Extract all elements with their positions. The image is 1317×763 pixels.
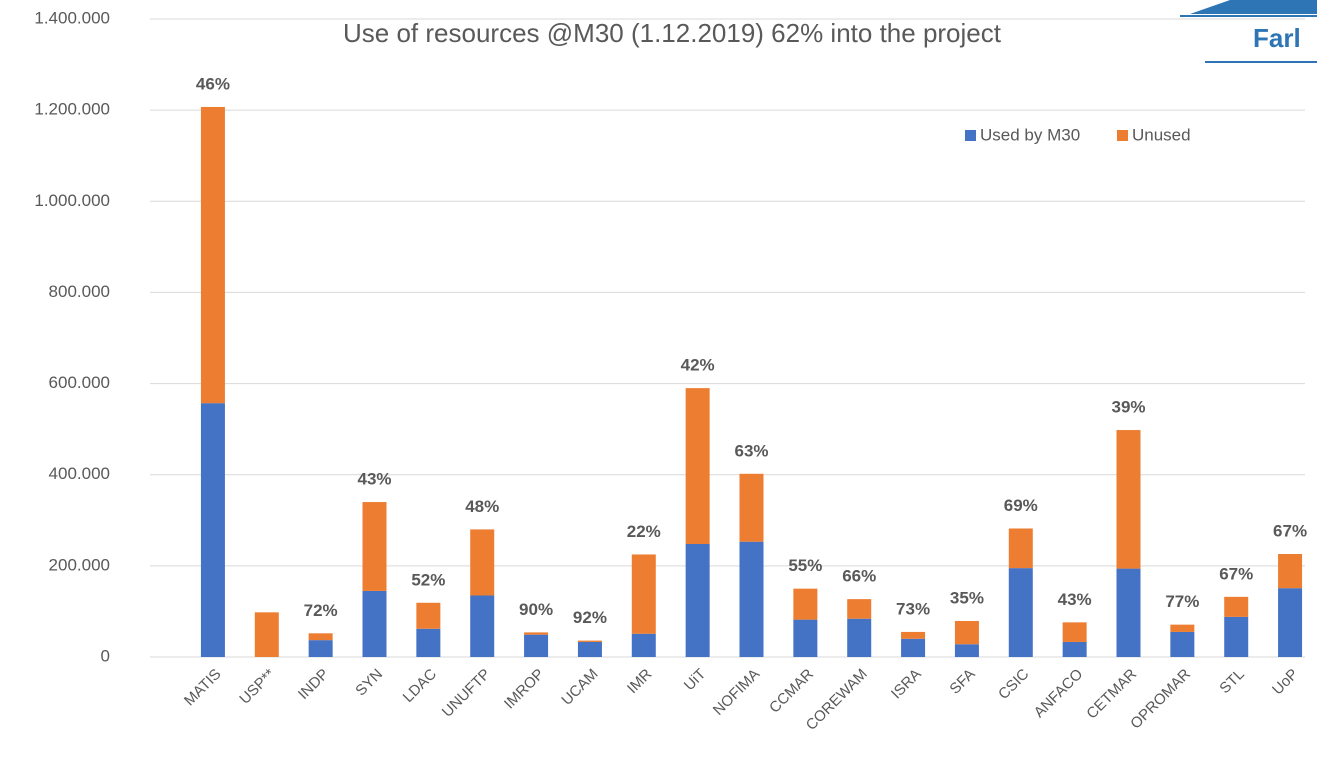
y-tick-label: 1.200.000 — [34, 100, 110, 119]
bar-segment — [1116, 430, 1141, 569]
bar-annotation: 67% — [1273, 521, 1307, 540]
bar-segment — [631, 633, 656, 657]
bar-segment — [524, 632, 549, 635]
x-tick-label: STL — [1216, 666, 1247, 697]
bar-annotation: 39% — [1111, 398, 1145, 417]
bar-segment — [1062, 622, 1087, 642]
bar-segment — [685, 543, 710, 657]
y-tick-label: 1.000.000 — [34, 191, 110, 210]
bar-segment — [1278, 554, 1303, 589]
x-tick-label: CETMAR — [1083, 666, 1140, 723]
bar-segment — [954, 644, 979, 657]
bar-annotation: 92% — [573, 608, 607, 627]
bar-segment — [1170, 624, 1195, 632]
y-tick-label: 400.000 — [49, 464, 110, 483]
bar-segment — [200, 106, 225, 404]
bar-annotation: 90% — [519, 600, 553, 619]
bar-segment — [685, 388, 710, 544]
x-tick-label: LDAC — [400, 665, 440, 705]
bar-segment — [470, 529, 495, 596]
bar-segment — [954, 620, 979, 645]
bar-annotation: 69% — [1004, 496, 1038, 515]
legend-swatch — [1117, 130, 1128, 141]
legend-swatch — [965, 130, 976, 141]
legend-label: Used by M30 — [980, 125, 1080, 144]
bar-segment — [416, 602, 441, 629]
x-tick-label: UoP — [1269, 666, 1302, 699]
x-tick-label: SFA — [946, 666, 978, 698]
bar-segment — [416, 628, 441, 657]
x-tick-label: SYN — [352, 666, 386, 700]
logo-text: Farl — [1253, 23, 1301, 53]
x-tick-label: IMR — [624, 665, 656, 697]
bar-segment — [524, 634, 549, 657]
bar-annotation: 77% — [1165, 592, 1199, 611]
bar-annotation: 42% — [681, 356, 715, 375]
bar-annotation: 43% — [357, 470, 391, 489]
bar-annotation: 67% — [1219, 564, 1253, 583]
bar-segment — [739, 541, 764, 657]
y-tick-label: 200.000 — [49, 555, 110, 574]
y-tick-label: 0 — [101, 646, 110, 665]
bar-segment — [1008, 568, 1033, 657]
bar-segment — [847, 599, 872, 619]
bar-segment — [847, 618, 872, 657]
bar-segment — [577, 641, 602, 657]
bar-segment — [362, 590, 387, 657]
y-tick-label: 800.000 — [49, 282, 110, 301]
bar-annotation: 73% — [896, 599, 930, 618]
bar-segment — [308, 633, 333, 641]
x-tick-label: NOFIMA — [710, 666, 763, 719]
bar-segment — [793, 588, 818, 620]
y-tick-label: 600.000 — [49, 373, 110, 392]
bar-annotation: 63% — [734, 441, 768, 460]
y-tick-label: 1.400.000 — [34, 8, 110, 27]
bar-segment — [1224, 596, 1249, 617]
bar-annotation: 43% — [1058, 590, 1092, 609]
x-tick-label: USP** — [236, 666, 278, 708]
bar-annotation: 22% — [627, 522, 661, 541]
bar-segment — [1116, 568, 1141, 657]
bar-segment — [470, 595, 495, 657]
x-tick-label: UiT — [681, 666, 710, 695]
x-tick-label: UCAM — [558, 666, 601, 709]
logo: Farl — [1180, 0, 1317, 63]
bar-segment — [631, 554, 656, 634]
bar-segment — [362, 502, 387, 591]
bar-annotation: 52% — [411, 570, 445, 589]
bar-segment — [901, 631, 926, 639]
bar-annotation: 72% — [304, 601, 338, 620]
bar-segment — [739, 473, 764, 542]
x-tick-label: UNUFTP — [439, 666, 494, 721]
x-tick-label: CCMAR — [766, 665, 817, 716]
bar-annotation: 35% — [950, 588, 984, 607]
bar-annotation: 46% — [196, 74, 230, 93]
bar-annotation: 66% — [842, 567, 876, 586]
bar-segment — [254, 612, 279, 657]
bar-segment — [308, 640, 333, 657]
bar-segment — [1062, 641, 1087, 657]
bar-segment — [1170, 631, 1195, 657]
legend-label: Unused — [1132, 125, 1191, 144]
bar-segment — [1008, 528, 1033, 569]
bar-segment — [793, 619, 818, 657]
bar-segment — [901, 638, 926, 657]
bar-annotation: 55% — [788, 556, 822, 575]
bar-segment — [577, 640, 602, 642]
x-tick-label: ISRA — [888, 666, 925, 703]
bar-segment — [1278, 588, 1303, 657]
x-tick-label: IMROP — [501, 666, 548, 713]
x-tick-label: MATIS — [181, 666, 225, 710]
bar-segment — [1224, 616, 1249, 657]
x-tick-label: INDP — [295, 666, 332, 703]
x-tick-label: ANFACO — [1031, 666, 1087, 722]
chart-title: Use of resources @M30 (1.12.2019) 62% in… — [343, 18, 1002, 48]
logo-band — [1190, 0, 1317, 14]
bar-segment — [200, 403, 225, 657]
x-tick-label: CSIC — [995, 666, 1032, 703]
bar-annotation: 48% — [465, 497, 499, 516]
